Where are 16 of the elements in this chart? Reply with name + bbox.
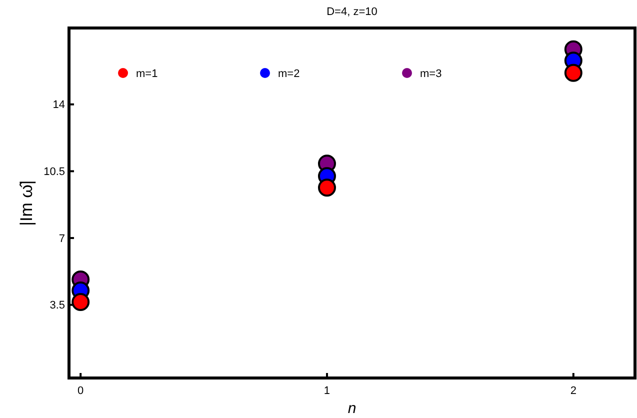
x-tick-label: 1 [324,385,330,397]
y-tick-label: 10.5 [44,166,65,178]
chart-title: D=4, z=10 [326,6,378,18]
x-tick-label: 0 [78,385,84,397]
x-tick-label: 2 [570,385,576,397]
point [318,178,336,197]
point [72,293,90,311]
y-tick-label: 3.5 [50,300,65,312]
legend-label: m=1 [136,68,158,80]
y-axis-title: |Im ω̂| [17,180,36,226]
y-tick-label: 7 [58,232,65,245]
legend-label: m=3 [420,68,442,80]
y-tick-label: 14 [52,99,65,112]
legend-label: m=2 [278,68,300,80]
x-axis-title: n [348,400,356,417]
point [564,64,582,82]
